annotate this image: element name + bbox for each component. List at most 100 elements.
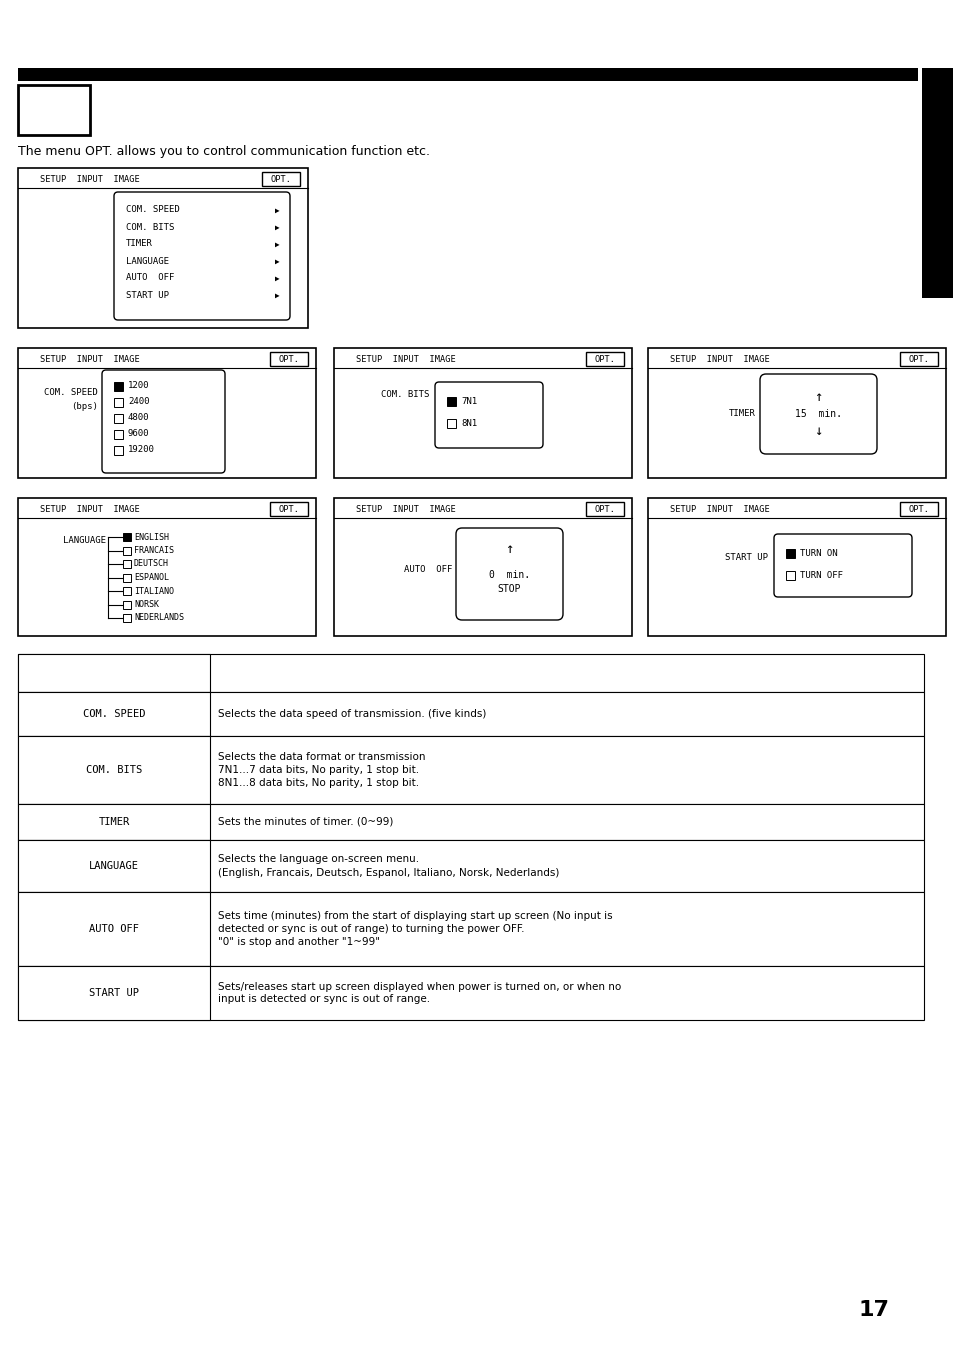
Text: LANGUAGE: LANGUAGE xyxy=(126,257,169,266)
Bar xyxy=(18,692,923,736)
Text: 0  min.: 0 min. xyxy=(489,570,530,580)
Text: OPT.: OPT. xyxy=(271,174,292,184)
Bar xyxy=(18,499,315,636)
Bar xyxy=(18,654,923,692)
Text: 8N1...8 data bits, No parity, 1 stop bit.: 8N1...8 data bits, No parity, 1 stop bit… xyxy=(218,778,418,788)
Text: COM. BITS: COM. BITS xyxy=(380,390,429,399)
FancyBboxPatch shape xyxy=(773,534,911,597)
Bar xyxy=(270,503,308,516)
Text: 7N1...7 data bits, No parity, 1 stop bit.: 7N1...7 data bits, No parity, 1 stop bit… xyxy=(218,765,418,775)
Bar xyxy=(113,382,123,390)
Text: DEUTSCH: DEUTSCH xyxy=(133,559,169,569)
Bar xyxy=(113,399,123,407)
Text: TIMER: TIMER xyxy=(728,408,755,417)
Text: AUTO  OFF: AUTO OFF xyxy=(126,273,174,282)
Text: ↓: ↓ xyxy=(814,424,821,438)
Text: SETUP  INPUT  IMAGE: SETUP INPUT IMAGE xyxy=(40,505,139,513)
Text: The menu OPT. allows you to control communication function etc.: The menu OPT. allows you to control comm… xyxy=(18,145,430,158)
Bar xyxy=(334,499,631,636)
Text: AUTO  OFF: AUTO OFF xyxy=(403,566,452,574)
Text: COM. SPEED: COM. SPEED xyxy=(83,709,145,719)
Bar xyxy=(18,840,923,892)
FancyBboxPatch shape xyxy=(760,374,876,454)
Text: 9600: 9600 xyxy=(128,430,150,439)
Bar xyxy=(785,549,794,558)
Bar xyxy=(18,168,308,328)
Bar xyxy=(123,561,131,567)
Bar xyxy=(18,840,210,892)
Bar xyxy=(18,692,210,736)
Text: ▶: ▶ xyxy=(275,257,280,266)
Text: Selects the data format or transmission: Selects the data format or transmission xyxy=(218,753,425,762)
Text: Sets the minutes of timer. (0~99): Sets the minutes of timer. (0~99) xyxy=(218,817,393,827)
Text: OPT.: OPT. xyxy=(594,504,615,513)
Bar xyxy=(18,892,210,966)
Text: Selects the language on-screen menu.: Selects the language on-screen menu. xyxy=(218,854,418,865)
Bar xyxy=(262,172,299,186)
FancyBboxPatch shape xyxy=(435,382,542,449)
Bar xyxy=(113,430,123,439)
Text: START UP: START UP xyxy=(126,290,169,300)
Text: "0" is stop and another "1~99": "0" is stop and another "1~99" xyxy=(218,938,379,947)
Bar xyxy=(18,804,210,840)
Bar xyxy=(18,85,90,135)
Bar xyxy=(113,446,123,455)
Bar xyxy=(447,397,456,407)
Text: TIMER: TIMER xyxy=(126,239,152,249)
Text: (bps): (bps) xyxy=(71,403,98,411)
Text: 15  min.: 15 min. xyxy=(794,409,841,419)
Bar xyxy=(123,613,131,621)
Bar xyxy=(18,736,923,804)
Text: Sets/releases start up screen displayed when power is turned on, or when no: Sets/releases start up screen displayed … xyxy=(218,981,620,992)
Text: detected or sync is out of range) to turning the power OFF.: detected or sync is out of range) to tur… xyxy=(218,924,524,934)
Text: (English, Francais, Deutsch, Espanol, Italiano, Norsk, Nederlands): (English, Francais, Deutsch, Espanol, It… xyxy=(218,867,558,878)
Bar xyxy=(647,499,945,636)
Text: TIMER: TIMER xyxy=(98,817,130,827)
Text: SETUP  INPUT  IMAGE: SETUP INPUT IMAGE xyxy=(355,355,456,363)
Text: 17: 17 xyxy=(858,1300,889,1320)
Text: ↑: ↑ xyxy=(814,390,821,404)
Text: ▶: ▶ xyxy=(275,239,280,249)
Text: OPT.: OPT. xyxy=(907,504,928,513)
Text: OPT.: OPT. xyxy=(278,504,299,513)
Text: OPT.: OPT. xyxy=(594,354,615,363)
Bar xyxy=(18,966,210,1020)
Text: 2400: 2400 xyxy=(128,397,150,407)
Bar xyxy=(18,349,315,478)
Text: SETUP  INPUT  IMAGE: SETUP INPUT IMAGE xyxy=(669,505,769,513)
Text: TURN OFF: TURN OFF xyxy=(800,571,842,581)
Text: COM. BITS: COM. BITS xyxy=(126,223,174,231)
Text: STOP: STOP xyxy=(497,584,520,594)
Bar xyxy=(123,547,131,554)
Bar xyxy=(18,68,917,81)
FancyBboxPatch shape xyxy=(456,528,562,620)
Text: input is detected or sync is out of range.: input is detected or sync is out of rang… xyxy=(218,994,430,1005)
Bar xyxy=(334,349,631,478)
Text: ▶: ▶ xyxy=(275,290,280,300)
Bar xyxy=(123,574,131,581)
Text: 1200: 1200 xyxy=(128,381,150,390)
Text: SETUP  INPUT  IMAGE: SETUP INPUT IMAGE xyxy=(669,355,769,363)
Text: TURN ON: TURN ON xyxy=(800,550,837,558)
Bar xyxy=(18,892,923,966)
Bar xyxy=(18,736,210,804)
Bar xyxy=(585,353,623,366)
Bar xyxy=(18,966,923,1020)
Text: START UP: START UP xyxy=(89,988,139,998)
Text: START UP: START UP xyxy=(724,554,767,562)
Text: LANGUAGE: LANGUAGE xyxy=(89,861,139,871)
Bar xyxy=(113,413,123,423)
Bar xyxy=(18,654,210,692)
Text: ↑: ↑ xyxy=(505,542,513,557)
Bar xyxy=(123,534,131,540)
Text: LANGUAGE: LANGUAGE xyxy=(63,536,106,544)
Text: 8N1: 8N1 xyxy=(460,420,476,428)
Text: ▶: ▶ xyxy=(275,273,280,282)
Text: AUTO OFF: AUTO OFF xyxy=(89,924,139,934)
Text: COM. SPEED: COM. SPEED xyxy=(44,388,98,397)
Bar xyxy=(899,353,937,366)
Bar xyxy=(18,804,923,840)
Text: 7N1: 7N1 xyxy=(460,397,476,407)
Text: ESPANOL: ESPANOL xyxy=(133,573,169,582)
Text: COM. BITS: COM. BITS xyxy=(86,765,142,775)
